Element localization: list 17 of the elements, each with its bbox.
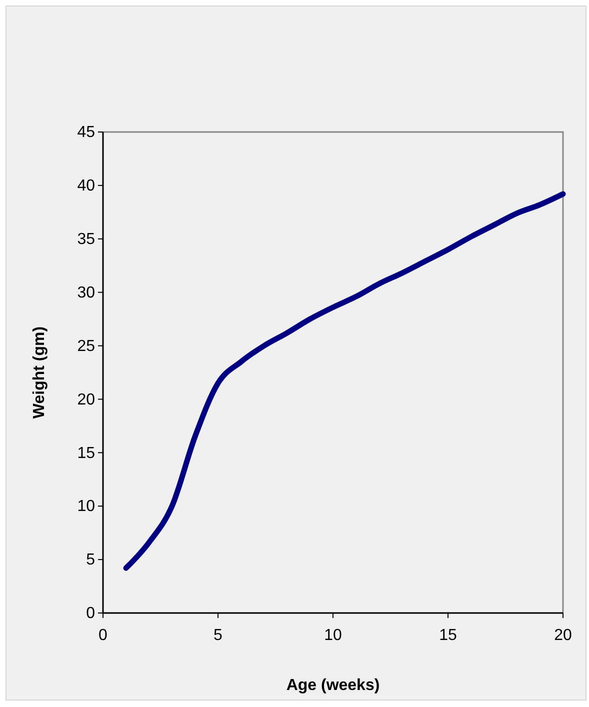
y-tick-label: 15 xyxy=(77,444,96,462)
x-tick-label: 5 xyxy=(214,627,223,644)
y-tick-label: 35 xyxy=(77,231,96,248)
y-tick-label: 45 xyxy=(77,124,96,142)
x-tick-label: 20 xyxy=(554,627,572,644)
x-axis-title: Age (weeks) xyxy=(286,677,380,694)
y-tick-label: 20 xyxy=(77,391,96,408)
y-axis-title: Weight (gm) xyxy=(31,326,48,419)
y-tick-label: 0 xyxy=(86,605,96,622)
y-tick-label: 5 xyxy=(86,552,96,569)
x-tick-label: 15 xyxy=(439,627,457,644)
y-tick-label: 30 xyxy=(77,284,96,302)
y-tick-label: 10 xyxy=(77,498,96,516)
y-tick-label: 25 xyxy=(77,338,96,355)
x-tick-label: 0 xyxy=(98,627,108,644)
y-tick-label: 40 xyxy=(77,178,96,195)
x-tick-label: 10 xyxy=(324,627,342,644)
